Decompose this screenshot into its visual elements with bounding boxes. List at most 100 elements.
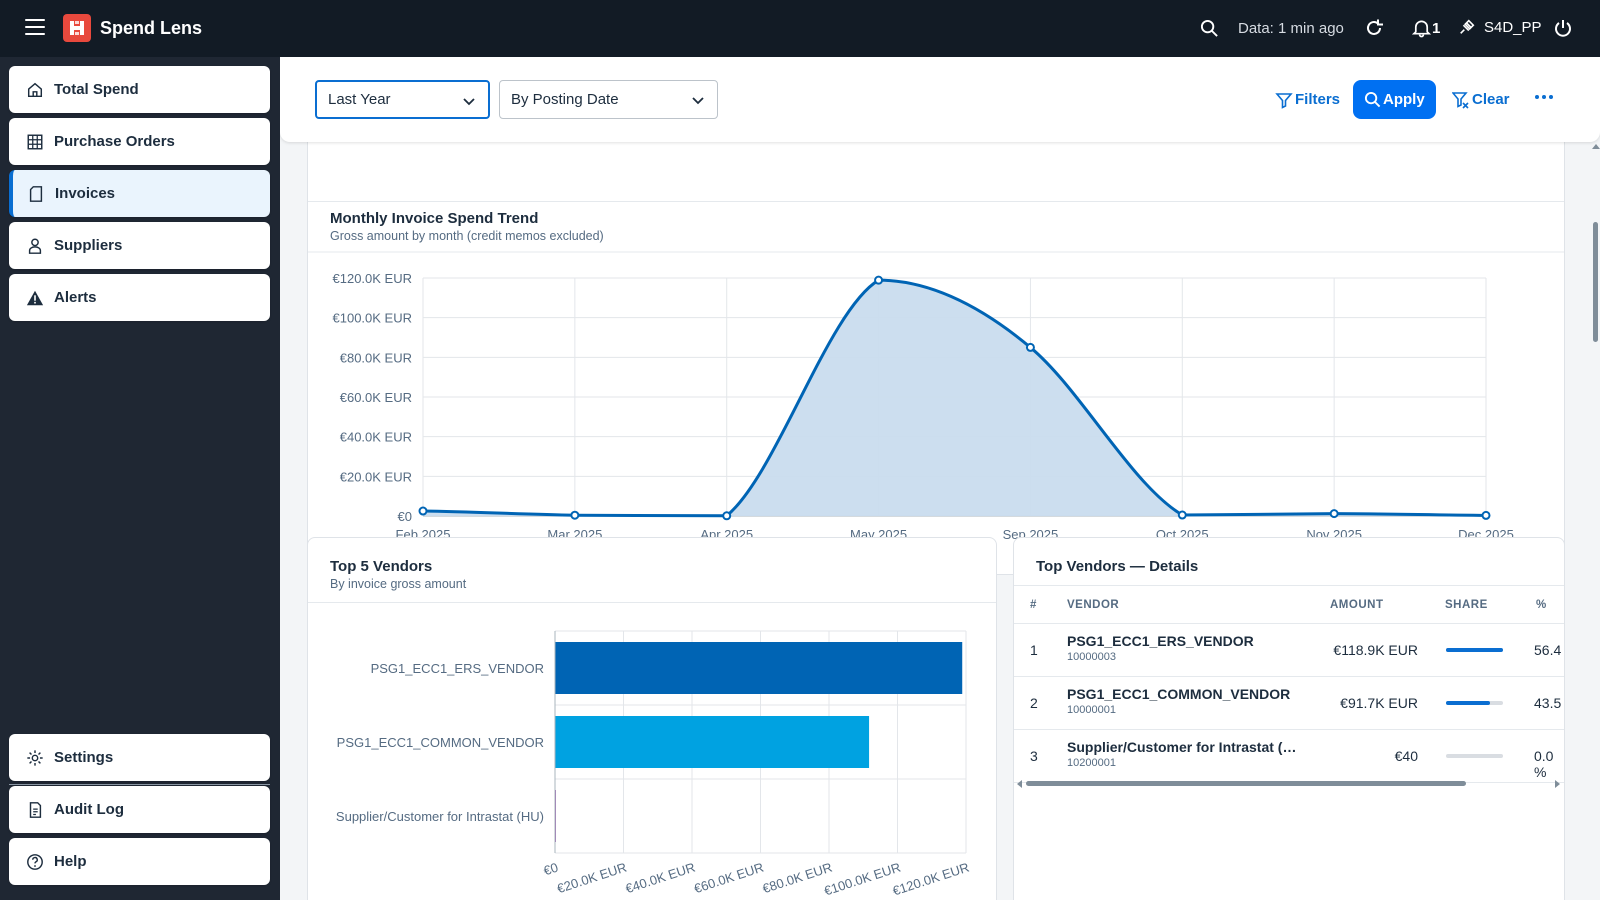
period-select[interactable]: Last Year (315, 80, 490, 119)
plug-icon (1460, 19, 1475, 34)
filter-bar: Last Year By Posting Date Filters Apply … (280, 57, 1600, 142)
search-icon (1364, 91, 1381, 108)
filters-button[interactable]: Filters (1275, 80, 1340, 119)
y-tick-label: PSG1_ECC1_ERS_VENDOR (371, 661, 544, 676)
column-rank[interactable]: # (1030, 599, 1037, 611)
sidebar-item-label: Audit Log (54, 801, 124, 818)
sidebar-item-suppliers[interactable]: Suppliers (9, 222, 270, 269)
chevron-down-icon (692, 97, 704, 105)
trend-subtitle: Gross amount by month (credit memos excl… (330, 229, 604, 243)
horizontal-scrollbar[interactable] (1026, 781, 1466, 786)
logo-glyph (70, 21, 84, 35)
shell-bar: Spend Lens Data: 1 min ago 1 S4D_PP (0, 0, 1600, 57)
home-icon (27, 82, 43, 97)
notifications-button[interactable]: 1 (1412, 18, 1440, 38)
y-tick-label: Supplier/Customer for Intrastat (HU) (336, 809, 544, 824)
x-tick-label: €40.0K EUR (624, 860, 697, 897)
x-tick-label: €100.0K EUR (822, 860, 902, 899)
search-icon[interactable] (1200, 19, 1219, 43)
vendor-name: PSG1_ECC1_COMMON_VENDOR (1067, 686, 1291, 702)
y-tick-label: €40.0K EUR (340, 430, 412, 445)
y-tick-label: €100.0K EUR (333, 311, 413, 326)
trend-title: Monthly Invoice Spend Trend (330, 210, 539, 227)
spend-trend-chart[interactable]: €0 €20.0K EUR €40.0K EUR €60.0K EUR €80.0K E… (308, 128, 1565, 575)
clear-button[interactable]: Clear (1452, 80, 1510, 119)
column-percent[interactable]: % (1536, 599, 1547, 611)
filters-label: Filters (1295, 91, 1341, 108)
sidebar-item-label: Settings (54, 749, 114, 766)
person-icon (28, 238, 42, 254)
period-value: Last Year (328, 91, 391, 108)
y-tick-label: €120.0K EUR (333, 271, 413, 286)
percent-cell: 0.0 % (1534, 748, 1554, 780)
column-vendor[interactable]: VENDOR (1067, 599, 1120, 611)
table-row[interactable]: 3 Supplier/Customer for Intrastat (… 102… (1014, 731, 1564, 783)
data-point[interactable] (570, 510, 580, 520)
apply-label: Apply (1383, 91, 1425, 108)
share-bar (1446, 648, 1503, 652)
rank-cell: 3 (1030, 748, 1038, 764)
y-tick-label: €0 (398, 509, 412, 524)
x-tick-label: €60.0K EUR (692, 860, 765, 897)
sidebar-item-label: Suppliers (54, 237, 123, 254)
vendor-details-card: Top Vendors — Details # VENDOR AMOUNT SH… (1013, 537, 1565, 900)
x-tick-label: €80.0K EUR (761, 860, 834, 897)
clear-filter-icon (1452, 91, 1469, 109)
table-row[interactable]: 1 PSG1_ECC1_ERS_VENDOR 10000003 €118.9K … (1014, 625, 1564, 677)
top-vendors-card: Top 5 Vendors By invoice gross amount €0… (307, 537, 997, 900)
sidebar-item-settings[interactable]: Settings (9, 734, 270, 781)
app-title: Spend Lens (100, 18, 203, 38)
sidebar-item-help[interactable]: Help (9, 838, 270, 885)
vendor-id: 10000001 (1067, 704, 1116, 716)
document-icon (29, 185, 43, 202)
sidebar-item-purchase-orders[interactable]: Purchase Orders (9, 118, 270, 165)
card-header (308, 538, 996, 603)
data-point[interactable] (1025, 342, 1035, 352)
bell-icon (1412, 20, 1431, 38)
more-options-icon[interactable] (1535, 95, 1553, 99)
table-icon (27, 134, 43, 149)
column-amount[interactable]: AMOUNT (1330, 599, 1384, 611)
data-point[interactable] (1329, 509, 1339, 519)
top-vendors-chart[interactable]: €0€20.0K EUR€40.0K EUR€60.0K EUR€80.0K E… (308, 603, 997, 900)
notification-count: 1 (1432, 19, 1441, 37)
refresh-icon[interactable] (1364, 18, 1384, 43)
vendor-bar[interactable] (555, 642, 963, 694)
sidebar-item-invoices[interactable]: Invoices (9, 170, 270, 217)
sidebar-item-label: Total Spend (54, 81, 139, 98)
system-indicator[interactable]: S4D_PP (1458, 18, 1542, 36)
power-icon[interactable] (1553, 18, 1573, 43)
share-bar (1446, 701, 1503, 705)
data-point[interactable] (418, 506, 428, 516)
data-point[interactable] (874, 275, 884, 285)
data-point[interactable] (722, 511, 732, 521)
percent-cell: 56.4 (1534, 642, 1562, 658)
vendor-bar[interactable] (555, 716, 870, 768)
sidebar-item-label: Purchase Orders (54, 133, 175, 150)
sidebar: Total Spend Purchase Orders Invoices Sup… (0, 57, 280, 900)
sidebar-item-label: Help (54, 853, 87, 870)
vertical-scrollbar[interactable] (1593, 222, 1598, 342)
scroll-right-icon[interactable] (1555, 780, 1561, 788)
main-content: Last Year By Posting Date Filters Apply … (280, 57, 1600, 900)
column-share[interactable]: SHARE (1445, 599, 1488, 611)
table-row[interactable]: 2 PSG1_ECC1_COMMON_VENDOR 10000001 €91.7… (1014, 678, 1564, 730)
sidebar-item-label: Alerts (54, 289, 97, 306)
sidebar-item-total-spend[interactable]: Total Spend (9, 66, 270, 113)
sidebar-item-alerts[interactable]: Alerts (9, 274, 270, 321)
scroll-up-icon[interactable] (1592, 143, 1600, 149)
x-tick-label: €120.0K EUR (891, 860, 971, 899)
spend-line[interactable] (422, 278, 1487, 518)
apply-button[interactable]: Apply (1353, 80, 1436, 119)
date-basis-select[interactable]: By Posting Date (499, 80, 718, 119)
sidebar-item-audit-log[interactable]: Audit Log (9, 786, 270, 833)
amount-cell: €40 (1394, 748, 1418, 764)
scroll-left-icon[interactable] (1017, 780, 1023, 788)
percent-cell: 43.5 (1534, 695, 1562, 711)
x-tick-label: €0 (542, 860, 560, 879)
menu-icon[interactable] (25, 19, 45, 37)
app-logo[interactable] (63, 14, 91, 42)
data-point[interactable] (1177, 510, 1187, 520)
data-point[interactable] (1481, 510, 1491, 520)
help-icon (27, 853, 43, 870)
